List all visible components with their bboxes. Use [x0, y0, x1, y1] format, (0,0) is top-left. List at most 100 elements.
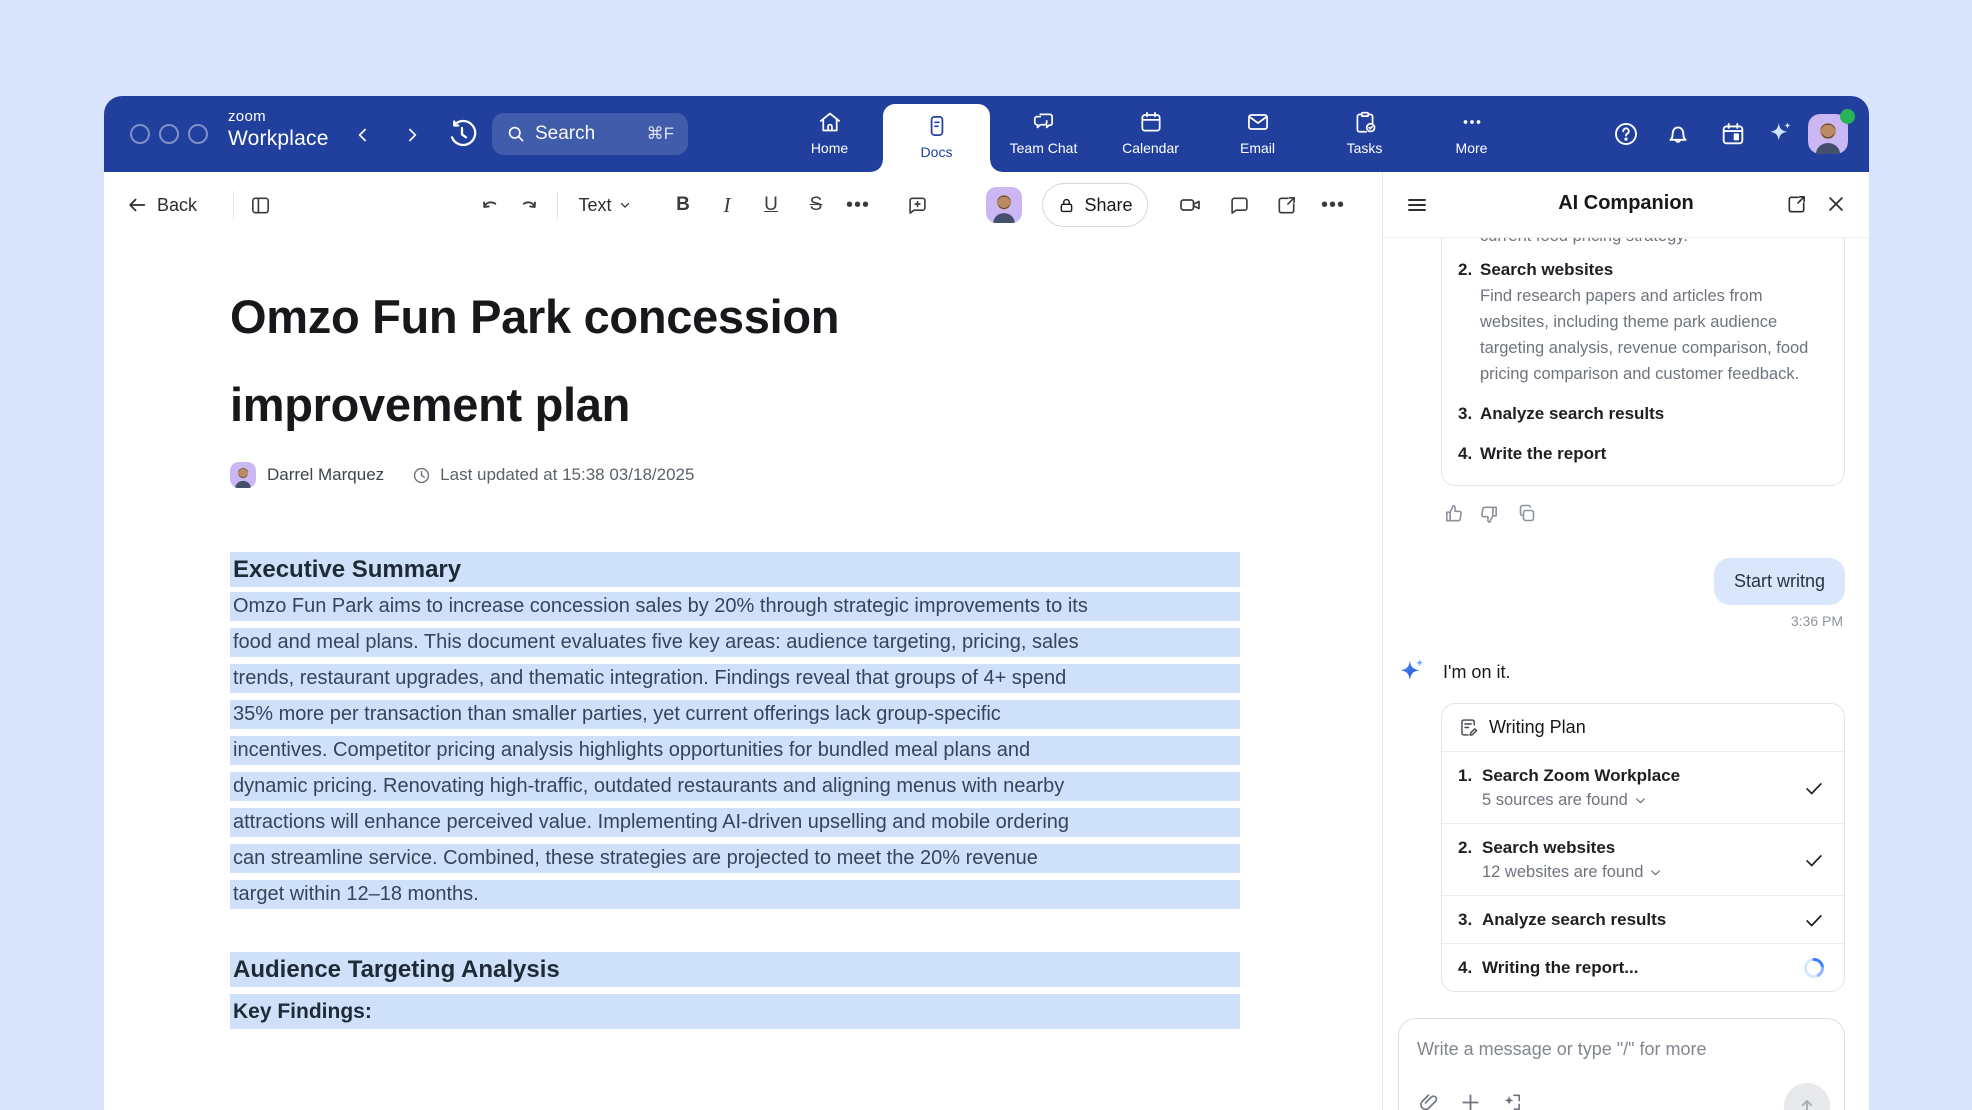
- document-title-line1: Omzo Fun Park concession: [230, 290, 840, 343]
- nav-back-button[interactable]: [350, 122, 376, 148]
- tab-email-label: Email: [1239, 140, 1275, 156]
- thumbs-up-icon: [1446, 505, 1462, 522]
- tab-docs[interactable]: Docs: [871, 104, 1002, 172]
- step-status-loading: [1800, 956, 1828, 980]
- undo-button[interactable]: [473, 187, 509, 223]
- message-composer[interactable]: Write a message or type "/" for more: [1398, 1018, 1845, 1110]
- chat-button[interactable]: [1221, 187, 1257, 223]
- ai-reply-text: I'm on it.: [1443, 661, 1511, 682]
- ai-panel-header: AI Companion: [1383, 172, 1869, 238]
- top-bar: zoom Workplace Search ⌘F Home Do: [104, 96, 1869, 172]
- copy-button[interactable]: [1515, 502, 1539, 526]
- chevron-right-icon: [409, 128, 417, 142]
- strikethrough-button[interactable]: S: [809, 194, 823, 215]
- brand-zoom-label: zoom: [228, 108, 266, 125]
- bold-button[interactable]: B: [676, 194, 690, 215]
- paragraph-line: incentives. Competitor pricing analysis …: [230, 736, 1240, 765]
- send-button[interactable]: [1784, 1083, 1830, 1110]
- schedule-button[interactable]: [1719, 120, 1747, 148]
- copy-icon: [1519, 504, 1535, 522]
- step-title: Analyze search results: [1480, 404, 1665, 423]
- plan-step-3: 3. Analyze search results: [1442, 895, 1844, 943]
- redo-button[interactable]: [509, 187, 545, 223]
- paragraph-line: target within 12–18 months.: [230, 880, 1240, 909]
- add-button[interactable]: [1459, 1091, 1483, 1110]
- plan-step-1: 1. Search Zoom Workplace 5 sources are fo…: [1442, 752, 1844, 823]
- tab-email[interactable]: Email: [1204, 96, 1311, 172]
- ai-companion-button[interactable]: [1765, 118, 1793, 146]
- section-heading-audience-targeting: Audience Targeting Analysis: [230, 952, 1240, 987]
- document-editor[interactable]: Omzo Fun Park concession improvement pla…: [104, 238, 1382, 1110]
- document-toolbar: Back Text B I U S •••: [104, 172, 1382, 238]
- composer-actions: [1417, 1091, 1525, 1110]
- tab-home-label: Home: [810, 140, 849, 156]
- window-zoom-button[interactable]: [188, 124, 208, 144]
- more-formatting-button[interactable]: •••: [845, 193, 870, 216]
- thumbs-up-button[interactable]: [1441, 502, 1465, 526]
- tab-docs-label: Docs: [920, 144, 953, 160]
- tab-tasks-label: Tasks: [1346, 140, 1383, 156]
- tab-more[interactable]: More: [1418, 96, 1525, 172]
- attach-button[interactable]: [1417, 1091, 1441, 1110]
- tab-home[interactable]: Home: [776, 96, 883, 172]
- tab-team-chat[interactable]: Team Chat: [990, 96, 1097, 172]
- clipped-text-line: current food pricing strategy.: [1458, 238, 1828, 249]
- back-label: Back: [157, 194, 198, 215]
- window-minimize-button[interactable]: [159, 124, 179, 144]
- text-style-dropdown[interactable]: Text: [570, 187, 640, 223]
- clock-icon: [413, 467, 430, 483]
- preview-step-2-description: Find research papers and articles from w…: [1480, 287, 1809, 383]
- help-button[interactable]: [1612, 120, 1640, 148]
- paragraph-line: can streamline service. Combined, these …: [230, 844, 1240, 873]
- writing-plan-header: Writing Plan: [1442, 704, 1844, 752]
- italic-button[interactable]: I: [723, 192, 731, 217]
- nav-forward-button[interactable]: [399, 122, 425, 148]
- insert-ai-button[interactable]: [1501, 1091, 1525, 1110]
- back-button[interactable]: Back: [126, 187, 197, 223]
- more-options-button[interactable]: •••: [1320, 193, 1345, 216]
- panel-menu-button[interactable]: [1405, 193, 1431, 219]
- close-icon: [1829, 197, 1843, 211]
- ai-chat-scroll-area[interactable]: current food pricing strategy. 2. Search…: [1383, 238, 1869, 1110]
- plan-step-4: 4. Writing the report...: [1442, 943, 1844, 991]
- calendar-date-icon: [1722, 123, 1744, 145]
- subheading-key-findings: Key Findings:: [230, 994, 1240, 1029]
- paperclip-icon: [1420, 1094, 1438, 1110]
- history-clock-icon: [450, 119, 477, 147]
- notifications-button[interactable]: [1664, 120, 1692, 148]
- sparkle-insert-icon: [1504, 1094, 1521, 1110]
- step-title: Write the report: [1480, 444, 1607, 463]
- panel-pop-out-button[interactable]: [1785, 193, 1811, 219]
- document-byline: Darrel Marquez Last updated at 15:38 03/…: [230, 462, 694, 488]
- underline-button[interactable]: U: [764, 194, 778, 215]
- plus-icon: [1462, 1094, 1479, 1110]
- tab-tasks[interactable]: Tasks: [1311, 96, 1418, 172]
- panel-left-icon: [251, 196, 269, 214]
- add-comment-button[interactable]: [899, 187, 935, 223]
- step-title: Analyze search results: [1482, 910, 1667, 929]
- tab-calendar[interactable]: Calendar: [1097, 96, 1204, 172]
- message-feedback-row: [1441, 502, 1869, 526]
- search-input[interactable]: Search ⌘F: [492, 113, 688, 155]
- thumbs-down-button[interactable]: [1478, 502, 1502, 526]
- thumbs-down-icon: [1481, 506, 1497, 523]
- start-meeting-button[interactable]: [1172, 187, 1208, 223]
- arrow-left-icon: [129, 198, 146, 212]
- step-status-done: [1800, 777, 1828, 799]
- step-sources-toggle[interactable]: 5 sources are found: [1458, 788, 1800, 812]
- window-close-button[interactable]: [130, 124, 150, 144]
- collaborator-avatar[interactable]: [986, 187, 1022, 223]
- panel-close-button[interactable]: [1825, 193, 1851, 219]
- writing-plan-icon: [1461, 719, 1478, 736]
- share-button[interactable]: Share: [1042, 183, 1148, 227]
- user-avatar[interactable]: [1808, 114, 1848, 154]
- pop-out-button[interactable]: [1268, 187, 1304, 223]
- history-button[interactable]: [446, 118, 478, 150]
- step-number: 1.: [1458, 766, 1473, 785]
- step-number: 4.: [1458, 958, 1473, 977]
- step-websites-toggle[interactable]: 12 websites are found: [1458, 860, 1800, 884]
- toggle-sidebar-button[interactable]: [242, 187, 278, 223]
- brand-workplace-label: Workplace: [228, 127, 329, 150]
- video-camera-icon: [1180, 199, 1200, 211]
- app-window: zoom Workplace Search ⌘F Home Do: [104, 96, 1869, 1110]
